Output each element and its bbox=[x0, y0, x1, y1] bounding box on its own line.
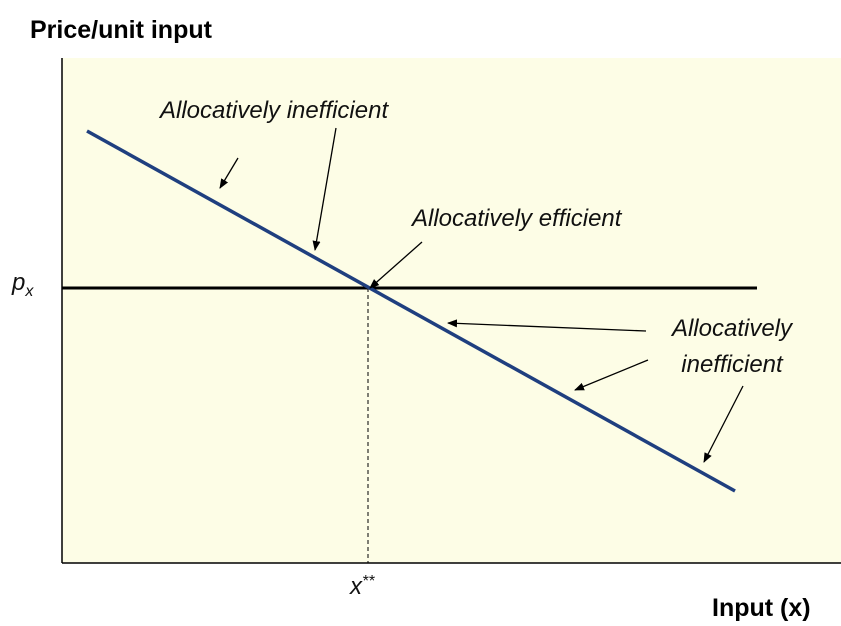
price-marker-subscript: x bbox=[24, 283, 34, 300]
quantity-marker-superscript: ** bbox=[362, 573, 375, 590]
arrow bbox=[574, 359, 649, 391]
annotation: Allocatively bbox=[670, 315, 794, 342]
arrow bbox=[703, 385, 744, 463]
arrows bbox=[219, 127, 744, 463]
x-axis-title: Input (x) bbox=[712, 594, 811, 622]
price-marker: px bbox=[11, 269, 34, 300]
annotation: inefficient bbox=[681, 351, 784, 378]
annotation: Allocatively inefficient bbox=[158, 97, 389, 124]
quantity-marker-label: x bbox=[349, 573, 363, 600]
quantity-marker: x** bbox=[349, 573, 375, 600]
arrow bbox=[219, 157, 239, 189]
plot-background bbox=[62, 58, 841, 563]
annotation: Allocatively efficient bbox=[410, 205, 623, 232]
price-marker-label: p bbox=[11, 269, 25, 296]
arrow bbox=[312, 127, 337, 251]
demand-line bbox=[86, 129, 736, 493]
arrow bbox=[447, 319, 647, 332]
arrow bbox=[369, 241, 423, 289]
y-axis-title: Price/unit input bbox=[30, 16, 213, 44]
